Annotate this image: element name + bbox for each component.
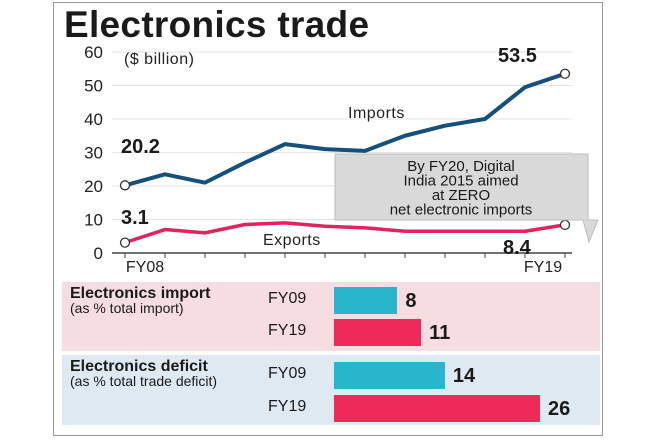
data-label: 8.4 <box>503 237 532 259</box>
data-point <box>119 180 131 191</box>
annotation-text-line: net electronic imports <box>390 202 533 219</box>
annotation-box <box>334 153 599 244</box>
y-tick-label: 40 <box>84 110 103 129</box>
y-tick-label: 60 <box>84 43 103 62</box>
series-label: Exports <box>263 232 321 249</box>
import-share-panel: Electronics import (as % total import) F… <box>62 282 600 351</box>
annotation-text-line: at ZERO <box>432 187 490 204</box>
annotation-text-line: India 2015 aimed <box>403 173 518 190</box>
import-share-label: Electronics import (as % total import) <box>70 286 210 316</box>
series-line <box>124 71 566 188</box>
import-share-heading: Electronics import <box>70 285 211 302</box>
data-label: 53.5 <box>498 45 537 67</box>
bar-panels: Electronics import (as % total import) F… <box>62 282 600 425</box>
y-axis-label: ($ billion) <box>124 51 194 68</box>
bar-value-label: 14 <box>452 365 476 387</box>
y-tick-label: 20 <box>84 177 103 196</box>
deficit-share-subheading: (as % total trade deficit) <box>70 373 218 389</box>
series-line <box>124 221 566 245</box>
bar-value-label: 26 <box>548 398 571 420</box>
bar-year-label: FY19 <box>268 398 307 415</box>
bar <box>334 319 422 346</box>
chart-title: Electronics trade <box>64 4 370 45</box>
x-tick-label: FY08 <box>126 259 164 276</box>
bar-year-label: FY09 <box>268 365 307 382</box>
bar-value-label: 11 <box>429 322 451 344</box>
bar <box>334 362 445 389</box>
series-label: Imports <box>348 105 405 122</box>
data-point <box>559 68 571 79</box>
data-label: 3.1 <box>121 207 149 229</box>
y-tick-label: 0 <box>94 244 103 263</box>
import-share-subheading: (as % total import) <box>70 300 184 316</box>
data-label: 20.2 <box>121 136 160 158</box>
x-tick-label: FY19 <box>524 259 562 276</box>
y-tick-label: 30 <box>84 144 103 163</box>
data-point <box>119 237 131 248</box>
bar-year-label: FY19 <box>268 322 307 339</box>
y-tick-label: 50 <box>84 77 103 96</box>
data-point <box>559 219 571 231</box>
y-tick-label: 10 <box>84 211 103 230</box>
bar <box>334 287 398 314</box>
bar-year-label: FY09 <box>268 290 307 307</box>
deficit-share-heading: Electronics deficit <box>70 358 208 375</box>
bar-value-label: 8 <box>405 290 417 312</box>
deficit-share-label: Electronics deficit (as % total trade de… <box>70 359 217 389</box>
line-chart: 0 10 20 30 40 50 60 FY08 FY19 ($ billion) Imports E… <box>84 43 599 276</box>
annotation-text-line: By FY20, Digital <box>407 158 515 175</box>
bar <box>334 395 540 422</box>
deficit-share-panel: Electronics deficit (as % total trade de… <box>62 355 600 425</box>
